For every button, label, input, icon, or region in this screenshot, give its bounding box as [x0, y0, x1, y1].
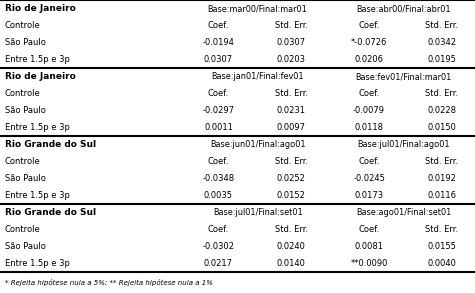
Text: 0.0203: 0.0203 — [276, 55, 306, 64]
Text: -0.0194: -0.0194 — [202, 38, 235, 47]
Text: Base:jul01/Final:set01: Base:jul01/Final:set01 — [213, 208, 303, 217]
Text: Base:abr00/Final:abr01: Base:abr00/Final:abr01 — [356, 4, 451, 13]
Text: 0.0118: 0.0118 — [354, 123, 384, 132]
Text: Coef.: Coef. — [359, 89, 380, 98]
Text: 0.0035: 0.0035 — [204, 191, 233, 200]
Text: Controle: Controle — [5, 21, 40, 30]
Text: 0.0155: 0.0155 — [428, 242, 456, 251]
Text: 0.0081: 0.0081 — [354, 242, 384, 251]
Text: Std. Err.: Std. Err. — [425, 89, 458, 98]
Text: Coef.: Coef. — [208, 157, 229, 166]
Text: Rio Grande do Sul: Rio Grande do Sul — [5, 208, 96, 217]
Text: 0.0152: 0.0152 — [277, 191, 305, 200]
Text: 0.0342: 0.0342 — [427, 38, 456, 47]
Text: 0.0097: 0.0097 — [276, 123, 306, 132]
Text: 0.0116: 0.0116 — [427, 191, 456, 200]
Text: Controle: Controle — [5, 157, 40, 166]
Text: Entre 1.5p e 3p: Entre 1.5p e 3p — [5, 191, 70, 200]
Text: 0.0228: 0.0228 — [427, 106, 456, 115]
Text: Rio de Janeiro: Rio de Janeiro — [5, 72, 76, 81]
Text: São Paulo: São Paulo — [5, 242, 46, 251]
Text: Base:ago01/Final:set01: Base:ago01/Final:set01 — [356, 208, 451, 217]
Text: Entre 1.5p e 3p: Entre 1.5p e 3p — [5, 260, 70, 268]
Text: São Paulo: São Paulo — [5, 106, 46, 115]
Text: Rio Grande do Sul: Rio Grande do Sul — [5, 140, 96, 149]
Text: 0.0307: 0.0307 — [276, 38, 306, 47]
Text: Std. Err.: Std. Err. — [425, 21, 458, 30]
Text: 0.0240: 0.0240 — [277, 242, 305, 251]
Text: Coef.: Coef. — [359, 157, 380, 166]
Text: Coef.: Coef. — [208, 21, 229, 30]
Text: 0.0173: 0.0173 — [354, 191, 384, 200]
Text: -0.0297: -0.0297 — [202, 106, 235, 115]
Text: Entre 1.5p e 3p: Entre 1.5p e 3p — [5, 55, 70, 64]
Text: Std. Err.: Std. Err. — [425, 157, 458, 166]
Text: 0.0252: 0.0252 — [277, 174, 305, 183]
Text: Coef.: Coef. — [208, 89, 229, 98]
Text: Base:jun01/Final:ago01: Base:jun01/Final:ago01 — [210, 140, 305, 149]
Text: Std. Err.: Std. Err. — [275, 157, 308, 166]
Text: *-0.0726: *-0.0726 — [351, 38, 387, 47]
Text: 0.0231: 0.0231 — [276, 106, 306, 115]
Text: -0.0348: -0.0348 — [202, 174, 235, 183]
Text: São Paulo: São Paulo — [5, 38, 46, 47]
Text: Entre 1.5p e 3p: Entre 1.5p e 3p — [5, 123, 70, 132]
Text: Base:jan01/Final:fev01: Base:jan01/Final:fev01 — [211, 72, 304, 81]
Text: 0.0206: 0.0206 — [354, 55, 384, 64]
Text: 0.0307: 0.0307 — [204, 55, 233, 64]
Text: 0.0040: 0.0040 — [428, 260, 456, 268]
Text: 0.0140: 0.0140 — [277, 260, 305, 268]
Text: **0.0090: **0.0090 — [351, 260, 388, 268]
Text: Coef.: Coef. — [208, 225, 229, 234]
Text: Std. Err.: Std. Err. — [275, 225, 308, 234]
Text: Base:mar00/Final:mar01: Base:mar00/Final:mar01 — [208, 4, 308, 13]
Text: Controle: Controle — [5, 89, 40, 98]
Text: Std. Err.: Std. Err. — [425, 225, 458, 234]
Text: 0.0217: 0.0217 — [204, 260, 233, 268]
Text: São Paulo: São Paulo — [5, 174, 46, 183]
Text: -0.0079: -0.0079 — [353, 106, 385, 115]
Text: 0.0150: 0.0150 — [428, 123, 456, 132]
Text: Controle: Controle — [5, 225, 40, 234]
Text: * Rejeita hipótese nula a 5%; ** Rejeita hipótese nula a 1%: * Rejeita hipótese nula a 5%; ** Rejeita… — [5, 279, 213, 286]
Text: Rio de Janeiro: Rio de Janeiro — [5, 4, 76, 13]
Text: Base:fev01/Final:mar01: Base:fev01/Final:mar01 — [356, 72, 452, 81]
Text: Std. Err.: Std. Err. — [275, 21, 308, 30]
Text: 0.0011: 0.0011 — [204, 123, 233, 132]
Text: -0.0302: -0.0302 — [202, 242, 235, 251]
Text: 0.0195: 0.0195 — [428, 55, 456, 64]
Text: Std. Err.: Std. Err. — [275, 89, 308, 98]
Text: Coef.: Coef. — [359, 225, 380, 234]
Text: -0.0245: -0.0245 — [353, 174, 385, 183]
Text: Base:jul01/Final:ago01: Base:jul01/Final:ago01 — [357, 140, 450, 149]
Text: Coef.: Coef. — [359, 21, 380, 30]
Text: 0.0192: 0.0192 — [428, 174, 456, 183]
